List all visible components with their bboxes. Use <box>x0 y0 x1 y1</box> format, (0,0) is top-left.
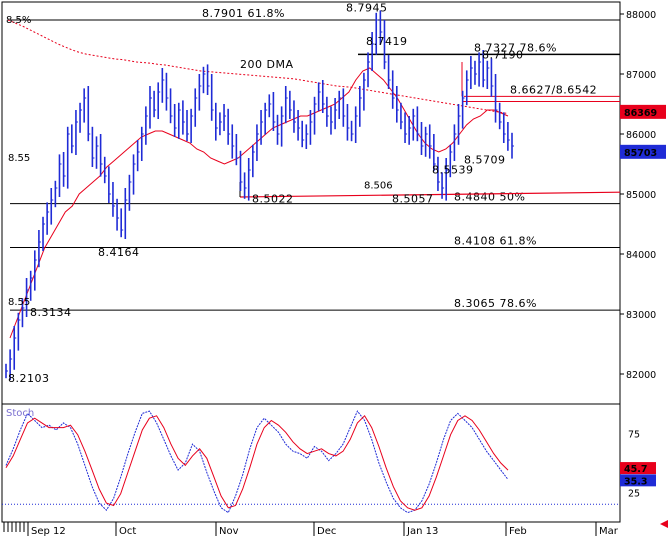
x-label-6: Mar <box>599 526 619 537</box>
price-y-axis: 88000 87000 86000 85000 84000 83000 82000 86369… <box>620 10 666 381</box>
stoch-line-1 <box>5 414 509 511</box>
price-label-1: 8.7419 <box>366 35 408 48</box>
price-label-3: 8.5709 <box>464 153 506 166</box>
price-tag-bg-0 <box>620 104 666 119</box>
stoch-y-axis: 75 25 45.735.3 <box>620 430 656 500</box>
support-trendline <box>239 191 621 198</box>
price-label-7: 8.4164 <box>98 246 140 259</box>
price-bars <box>5 10 514 380</box>
x-label-1: Oct <box>119 526 136 537</box>
stoch-y-label-1: 25 <box>628 489 640 500</box>
stoch-tag-1: 35.3 <box>624 476 647 487</box>
price-y-label-0: 88000 <box>626 10 656 21</box>
price-y-label-2: 86000 <box>626 130 656 141</box>
price-y-label-6: 82000 <box>626 370 656 381</box>
price-levels: 8.7901 61.8% 8.7327 78.6% 8.6627/8.6542 8.4… <box>10 7 621 311</box>
scroll-right-arrow-icon[interactable] <box>660 520 668 528</box>
stoch-title: Stoch <box>6 408 34 419</box>
price-tag-bg-1 <box>620 144 666 159</box>
price-panel <box>1 1 621 405</box>
price-label-8: 8.3134 <box>30 306 72 319</box>
price-y-label-1: 87000 <box>626 70 656 81</box>
stoch-y-label-0: 75 <box>628 430 640 441</box>
price-label-2: 8.7190 <box>482 49 524 62</box>
fib-level-label-4: 8.4108 61.8% <box>454 235 537 248</box>
price-labels: 8.79458.74198.71908.57098.55398.50578.50… <box>6 1 524 385</box>
small-annotation-3: 8.506 <box>364 181 393 192</box>
x-label-2: Nov <box>219 526 239 537</box>
stoch-line-0 <box>5 410 509 514</box>
small-annotation-1: 8.55 <box>8 153 30 164</box>
x-label-3: Dec <box>317 526 336 537</box>
stoch-tag-bg-0 <box>620 462 656 475</box>
price-tag-0: 86369 <box>624 108 657 119</box>
x-label-0: Sep 12 <box>31 526 66 537</box>
x-label-5: Feb <box>509 526 527 537</box>
price-label-4: 8.5539 <box>432 164 474 177</box>
fib-level-label-2: 8.6627/8.6542 <box>510 83 597 96</box>
small-annotation-2: 8.55 <box>8 297 30 308</box>
fib-level-label-3: 8.4840 50% <box>454 191 525 204</box>
price-label-0: 8.7945 <box>346 1 388 14</box>
fib-level-label-5: 8.3065 78.6% <box>454 297 537 310</box>
price-y-label-5: 83000 <box>626 310 656 321</box>
price-label-9: 8.2103 <box>8 372 50 385</box>
x-axis: Sep 12 Oct Nov Dec Jan 13 Feb Mar <box>3 522 619 537</box>
price-y-label-3: 85000 <box>626 190 656 201</box>
stoch-panel <box>1 403 621 523</box>
fib-level-label-0: 8.7901 61.8% <box>202 7 285 20</box>
stoch-tag-bg-1 <box>620 474 656 487</box>
stoch-tag-0: 45.7 <box>624 464 647 475</box>
price-label-5: 8.5057 <box>392 193 434 206</box>
fib-level-label-1: 8.7327 78.6% <box>474 41 557 54</box>
price-tag-1: 85703 <box>624 148 657 159</box>
price-label-6: 8.5022 <box>252 193 294 206</box>
price-y-label-4: 84000 <box>626 250 656 261</box>
small-annotation-0: 8.5% <box>6 15 31 26</box>
x-label-4: Jan 13 <box>406 526 438 537</box>
stoch-lines <box>2 410 620 514</box>
ma-label: 200 DMA <box>240 58 293 71</box>
